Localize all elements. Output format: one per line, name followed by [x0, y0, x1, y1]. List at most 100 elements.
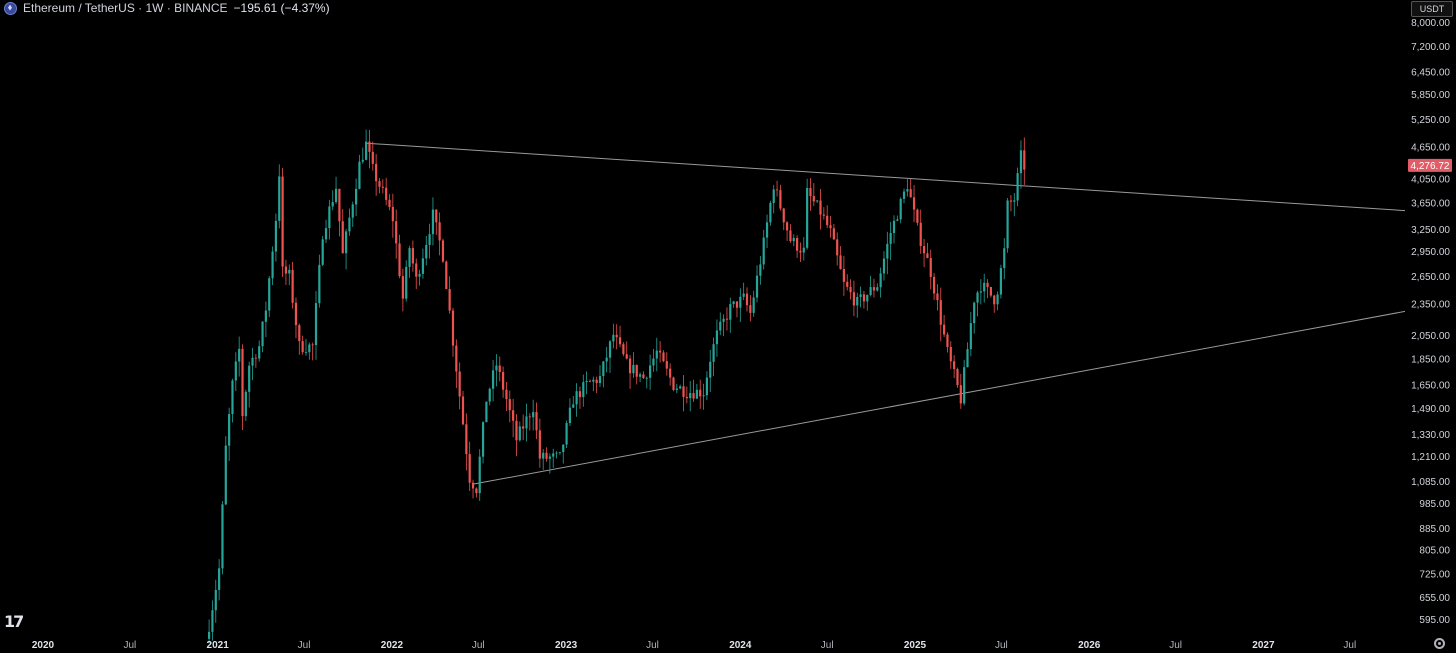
- candle-body: [812, 196, 815, 202]
- candle: [291, 261, 294, 309]
- x-tick-label: Jul: [995, 640, 1008, 651]
- candle: [258, 340, 261, 362]
- candle-body: [679, 386, 682, 389]
- candle: [669, 363, 672, 386]
- candle: [709, 349, 712, 393]
- candle-body: [749, 305, 752, 313]
- y-tick-label: 885.00: [1419, 524, 1450, 535]
- candle: [729, 297, 732, 333]
- candle-body: [308, 344, 311, 353]
- candle: [695, 383, 698, 400]
- candle-body: [1023, 150, 1026, 170]
- candle-body: [615, 334, 618, 338]
- candle: [996, 291, 999, 311]
- candle: [645, 376, 648, 389]
- x-tick-label: Jul: [646, 640, 659, 651]
- candle: [1016, 167, 1019, 207]
- candle: [662, 350, 665, 363]
- candle-body: [772, 189, 775, 203]
- candle-body: [866, 294, 869, 302]
- x-tick-label: 2021: [207, 640, 230, 651]
- candle: [375, 154, 378, 196]
- candle: [1013, 192, 1016, 217]
- candle-body: [755, 275, 759, 298]
- candle-body: [271, 251, 274, 279]
- candle-body: [538, 430, 541, 459]
- candle: [361, 147, 364, 164]
- candle: [1023, 137, 1026, 185]
- candle-body: [752, 297, 755, 313]
- price-change: −195.61 (−4.37%): [233, 1, 330, 15]
- candle: [498, 356, 501, 382]
- candle: [969, 312, 972, 357]
- candle-body: [291, 269, 294, 303]
- candle: [301, 335, 304, 355]
- candle: [595, 376, 598, 394]
- y-tick-label: 8,000.00: [1411, 18, 1450, 29]
- candle: [221, 501, 224, 575]
- candle: [488, 387, 491, 406]
- candle: [268, 275, 271, 318]
- time-axis[interactable]: 2020 Jul 2021 Jul 2022 Jul 2023 Jul 2024 Jul 2025 J…: [32, 640, 1356, 651]
- candle: [615, 324, 618, 350]
- candle: [578, 386, 582, 409]
- candle-body: [358, 161, 361, 189]
- candle-body: [408, 248, 411, 267]
- currency-button[interactable]: USDT: [1411, 1, 1453, 17]
- candle-body: [438, 222, 441, 241]
- candle: [528, 413, 531, 431]
- candle: [1003, 238, 1006, 280]
- candle-body: [725, 318, 729, 320]
- candle-body: [989, 286, 992, 296]
- candle: [816, 199, 819, 204]
- candle-body: [258, 346, 261, 359]
- candle: [261, 321, 264, 353]
- candle-body: [692, 393, 695, 399]
- candle-body: [919, 222, 922, 247]
- candle: [308, 342, 311, 360]
- symbol-title[interactable]: Ethereum / TetherUS · 1W · BINANCE: [23, 1, 228, 15]
- candle-body: [796, 238, 799, 251]
- candle-body: [334, 188, 338, 203]
- candle-body: [909, 189, 912, 198]
- candle: [438, 212, 441, 256]
- candle-body: [508, 399, 511, 411]
- candle-body: [468, 454, 471, 483]
- candle-body: [428, 234, 431, 245]
- candle: [344, 228, 348, 270]
- y-tick-label: 7,200.00: [1411, 42, 1450, 53]
- candle: [445, 260, 448, 290]
- candle: [218, 559, 221, 601]
- candle-body: [234, 361, 237, 381]
- candle: [896, 215, 899, 222]
- candle-body: [522, 426, 525, 429]
- candle-body: [264, 310, 267, 322]
- candle: [608, 339, 612, 373]
- candle: [458, 362, 461, 410]
- candle-body: [421, 258, 425, 274]
- candle: [304, 338, 308, 356]
- candle: [368, 130, 371, 169]
- candle: [284, 259, 288, 285]
- candle-body: [371, 151, 374, 164]
- candle: [752, 290, 755, 317]
- settings-gear-icon[interactable]: [1434, 638, 1445, 649]
- candle: [481, 421, 485, 464]
- candle: [522, 414, 525, 441]
- candle-body: [695, 389, 698, 399]
- candle-body: [375, 163, 378, 182]
- candle-body: [966, 349, 969, 368]
- candle-body: [956, 369, 959, 386]
- candle-body: [211, 610, 214, 632]
- candle-body: [1009, 200, 1013, 202]
- candle: [545, 447, 548, 462]
- y-tick-label: 2,350.00: [1411, 299, 1450, 310]
- tradingview-logo-icon[interactable]: 17: [4, 612, 24, 631]
- candle-body: [943, 324, 946, 335]
- candle: [922, 238, 926, 268]
- candle: [491, 359, 495, 402]
- price-axis[interactable]: 8,000.00 7,200.00 6,450.00 5,850.00 5,250.00…: [1408, 18, 1452, 626]
- candle-body: [652, 358, 655, 366]
- candle: [385, 177, 388, 206]
